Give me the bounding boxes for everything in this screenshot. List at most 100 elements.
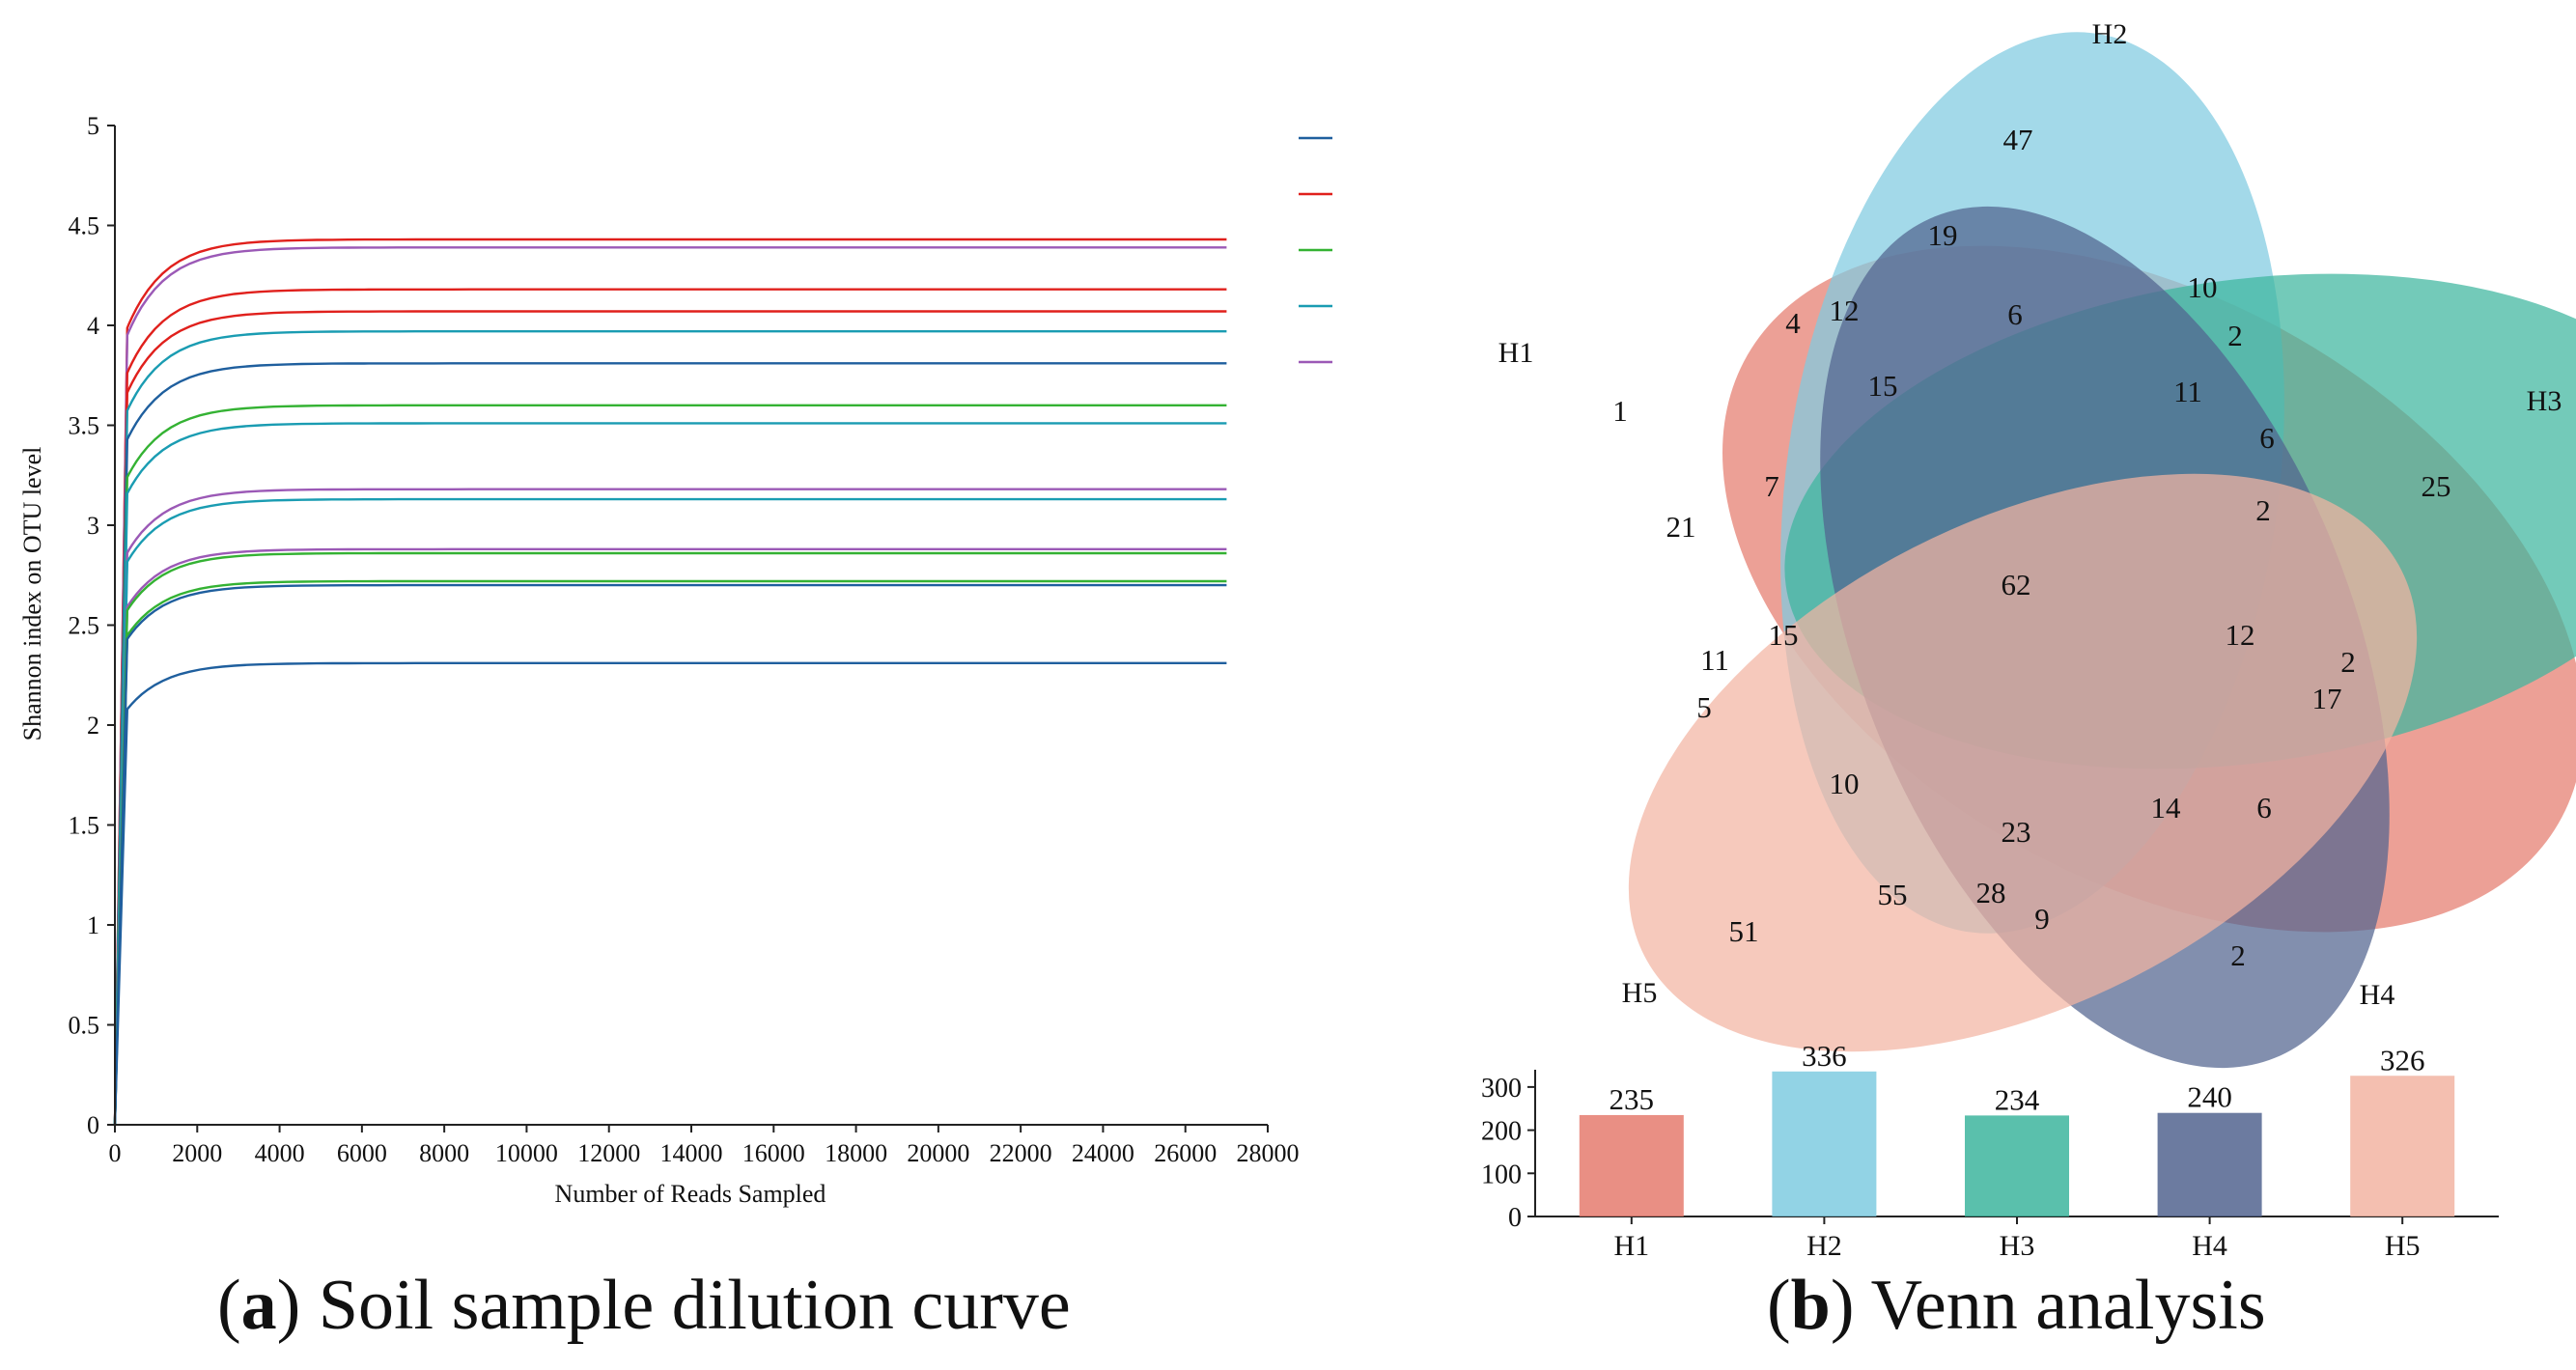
venn-region-count: 55 (1878, 878, 1908, 911)
venn-region-count: 4 (1785, 306, 1801, 340)
x-tick-label: 0 (109, 1139, 122, 1167)
venn-region-count: 51 (1729, 914, 1759, 948)
venn-region-count: 10 (1830, 767, 1860, 800)
venn-region-count: 17 (2312, 682, 2342, 715)
x-tick-label: 8000 (419, 1139, 469, 1167)
series-line-h5 (113, 246, 1227, 1126)
venn-panel: H1 H2 H3 H4 H5 47 19 10 4 12 6 2 11 15 1 6 25 2 7 21 62 15 12… (1429, 0, 2576, 1262)
bar-category-label-h1: H1 (1613, 1230, 1649, 1255)
series-line-h2 (113, 238, 1227, 1126)
bar-category-label-h5: H5 (2385, 1230, 2421, 1255)
venn-set-label-h4: H4 (2360, 979, 2395, 1011)
series-line-h5 (113, 547, 1227, 1126)
venn-region-count: 2 (2255, 493, 2271, 527)
series-line-h3 (113, 404, 1227, 1126)
y-tick-label: 2 (87, 712, 99, 740)
venn-set-h5 (1628, 473, 2418, 1052)
venn-region-count: 19 (1928, 218, 1958, 252)
venn-region-count: 2 (2230, 938, 2246, 972)
venn-region-count: 12 (2226, 618, 2255, 652)
x-tick-label: 18000 (825, 1139, 887, 1167)
venn-set-label-h2: H2 (2092, 18, 2128, 50)
x-tick-label: 28000 (1237, 1139, 1300, 1167)
x-tick-label: 14000 (660, 1139, 723, 1167)
caption-a-text: Soil sample dilution curve (300, 1266, 1071, 1345)
venn-region-count: 6 (2256, 791, 2272, 825)
x-tick-label: 2000 (172, 1139, 222, 1167)
caption-a: (a) Soil sample dilution curve (217, 1266, 1071, 1345)
x-tick-label: 24000 (1072, 1139, 1134, 1167)
y-axis-label: Shannon index on OTU level (18, 447, 46, 741)
venn-region-count: 25 (2422, 469, 2451, 503)
caption-a-label: a (240, 1266, 277, 1345)
bar-category-label-h4: H4 (2192, 1230, 2227, 1255)
y-tick-label: 3.5 (69, 412, 100, 440)
venn-region-count: 62 (2002, 568, 2031, 601)
bar-y-tick-label: 200 (1481, 1117, 1522, 1147)
bar-value-label-h5: 326 (2380, 1043, 2425, 1076)
x-tick-label: 12000 (577, 1139, 640, 1167)
venn-region-count: 1 (1612, 394, 1628, 428)
series-line-h4 (113, 330, 1227, 1126)
bar-h2 (1772, 1071, 1877, 1216)
caption-b-text: Venn analysis (1854, 1266, 2266, 1345)
bar-h1 (1579, 1114, 1684, 1216)
caption-b: (b) Venn analysis (1767, 1266, 2266, 1345)
venn-region-count: 5 (1696, 690, 1712, 724)
venn-set-label-h5: H5 (1622, 977, 1658, 1009)
x-tick-label: 6000 (337, 1139, 387, 1167)
series-line-h1 (113, 661, 1227, 1126)
series-line-h1 (113, 583, 1227, 1126)
y-tick-label: 4 (87, 312, 99, 340)
bar-y-tick-label: 0 (1508, 1203, 1522, 1233)
x-axis-label: Number of Reads Sampled (555, 1180, 826, 1208)
venn-region-count: 21 (1666, 510, 1696, 544)
y-tick-label: 2.5 (69, 612, 100, 640)
x-tick-label: 20000 (907, 1139, 969, 1167)
bar-h3 (1965, 1115, 2069, 1216)
series-line-h3 (113, 579, 1227, 1126)
venn-region-count: 6 (2007, 297, 2023, 331)
y-tick-label: 0 (87, 1111, 99, 1139)
dilution-curve-panel: 0 2000 4000 6000 8000 10000 12000 14000 16000 180… (0, 0, 1375, 1255)
y-tick-label: 3 (87, 512, 99, 540)
series-line-h4 (113, 422, 1227, 1126)
venn-region-count: 11 (2173, 375, 2202, 408)
venn-region-count: 12 (1830, 294, 1860, 327)
series-line-h2 (113, 288, 1227, 1126)
bar-value-label-h2: 336 (1802, 1039, 1847, 1073)
venn-region-count: 14 (2151, 791, 2182, 825)
x-tick-label: 26000 (1154, 1139, 1217, 1167)
dilution-curve-chart: 0 2000 4000 6000 8000 10000 12000 14000 16000 180… (18, 112, 1375, 1208)
venn-region-count: 15 (1868, 369, 1898, 403)
bar-value-label-h4: 240 (2187, 1080, 2232, 1114)
venn-region-count: 7 (1764, 469, 1779, 503)
venn-region-count: 9 (2034, 902, 2050, 936)
series-line-h5 (113, 488, 1227, 1126)
venn-set-label-h1: H1 (1498, 337, 1534, 369)
bar-value-label-h1: 235 (1610, 1082, 1655, 1116)
x-tick-label: 22000 (990, 1139, 1052, 1167)
series-line-h2 (113, 310, 1227, 1126)
bar-y-tick-label: 300 (1481, 1074, 1522, 1104)
venn-region-count: 6 (2259, 421, 2275, 455)
y-tick-label: 5 (87, 112, 99, 140)
venn-region-count: 11 (1700, 643, 1729, 677)
series-line-h4 (113, 497, 1227, 1126)
bar-y-tick-label: 100 (1481, 1160, 1522, 1189)
venn-region-count: 15 (1769, 618, 1799, 652)
series-line-h1 (113, 362, 1227, 1126)
venn-region-count: 2 (2340, 645, 2356, 679)
y-tick-label: 0.5 (69, 1012, 100, 1040)
venn-region-count: 47 (2003, 123, 2033, 156)
venn-region-count: 10 (2188, 270, 2218, 304)
y-tick-label: 1 (87, 911, 99, 939)
venn-region-count: 28 (1976, 876, 2006, 909)
venn-set-label-h3: H3 (2527, 385, 2562, 417)
x-tick-label: 4000 (255, 1139, 305, 1167)
y-tick-label: 1.5 (69, 812, 100, 840)
series-line-h3 (113, 551, 1227, 1126)
bar-h5 (2350, 1076, 2455, 1216)
bar-category-label-h3: H3 (2000, 1230, 2035, 1255)
